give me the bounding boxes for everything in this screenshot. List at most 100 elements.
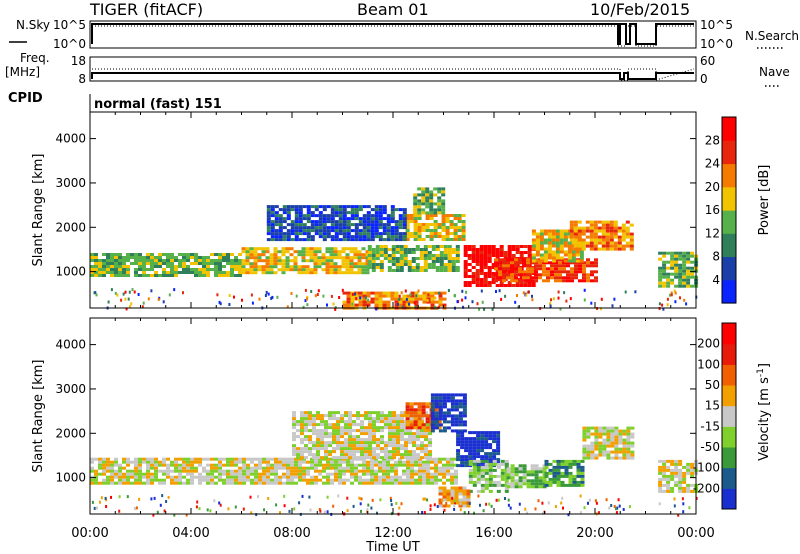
scatter-cell [613,229,618,233]
scatter-cell [282,460,286,464]
scatter-cell [447,248,452,251]
scatter-cell [390,297,395,301]
scatter-cell [445,220,450,223]
scatter-cell [318,211,323,215]
power-xticks [89,112,697,308]
noise-cell [267,497,270,500]
scatter-cell [466,489,471,493]
scatter-cell [423,251,428,254]
scatter-cell [345,271,350,275]
scatter-cell [374,223,379,227]
scatter-cell [290,232,295,236]
scatter-cell [273,262,278,266]
scatter-cell [318,457,322,461]
scatter-cell [427,254,432,257]
scatter-cell [396,429,400,433]
scatter-cell [316,441,320,445]
scatter-cell [170,469,174,473]
scatter-cell [430,423,435,427]
scatter-cell [334,205,339,209]
scatter-cell [382,205,387,209]
scatter-cell [686,257,691,261]
scatter-cell [162,457,166,461]
noise-cell [308,495,311,499]
scatter-cell [398,226,403,230]
scatter-cell [690,468,695,472]
scatter-cell [492,455,497,459]
scatter-cell [406,457,410,461]
scatter-cell [496,465,501,469]
noise-cell [670,291,673,295]
scatter-cell [365,271,370,275]
scatter-cell [434,478,438,482]
scatter-cell [372,435,376,439]
scatter-cell [356,441,360,445]
scatter-cell [364,456,368,460]
scatter-cell [391,245,396,248]
scatter-cell [625,226,630,230]
scatter-cell [379,266,384,269]
scatter-cell [278,217,283,221]
scatter-cell [514,258,518,262]
scatter-cell [384,441,388,445]
scatter-cell [403,257,408,260]
scatter-cell [308,414,312,418]
scatter-cell [572,462,577,466]
scatter-cell [442,297,447,301]
noise-cell [405,298,408,301]
scatter-cell [510,473,515,477]
scatter-cell [134,469,138,473]
scatter-cell [242,457,246,461]
scatter-cell [400,426,404,430]
scatter-cell [378,232,383,236]
scatter-cell [406,294,411,298]
scatter-cell [378,235,383,239]
scatter-cell [261,271,266,275]
scatter-cell [344,423,348,427]
scatter-cell [300,450,304,454]
scatter-cell [310,466,314,470]
noise-cell [114,291,117,295]
scatter-cell [546,273,550,277]
scatter-cell [610,441,615,445]
scatter-cell [328,444,332,448]
scatter-cell [154,457,158,461]
scatter-cell [294,475,298,479]
scatter-cell [563,235,568,239]
scatter-cell [666,477,671,481]
scatter-cell [388,420,392,424]
scatter-cell [475,251,480,254]
scatter-cell [218,265,222,268]
scatter-cell [450,478,454,482]
scatter-cell [417,202,422,206]
noise-cell [600,297,603,301]
scatter-cell [138,475,142,479]
scatter-cell [146,274,150,277]
scatter-cell [586,435,591,439]
scatter-cell [294,217,299,221]
scatter-cell [269,268,274,272]
scatter-cell [374,460,378,464]
scatter-cell [310,478,314,482]
scatter-cell [484,486,489,490]
scatter-cell [142,256,146,259]
scatter-cell [442,411,447,415]
scatter-cell [378,291,383,295]
scatter-cell [358,478,362,482]
scatter-cell [313,250,318,254]
scatter-cell [364,417,368,421]
scatter-cell [430,466,434,470]
scatter-cell [218,478,222,482]
scatter-cell [492,480,497,484]
scatter-cell [498,267,502,271]
scatter-cell [366,205,371,209]
scatter-cell [662,471,667,475]
scatter-cell [413,420,418,424]
scatter-cell [386,238,391,242]
scatter-cell [278,457,282,461]
scatter-cell [356,456,360,460]
scatter-cell [594,435,599,439]
scatter-cell [214,262,218,265]
scatter-cell [621,226,626,230]
scatter-cell [629,223,634,227]
